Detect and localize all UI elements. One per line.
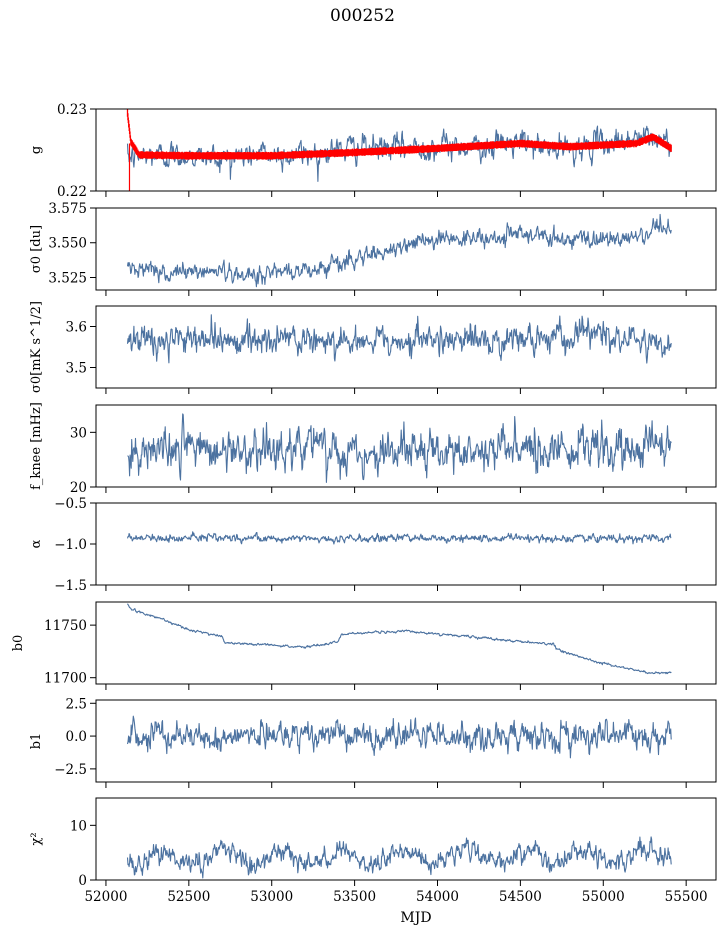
ytick-label: 3.550 <box>48 236 87 252</box>
axes-frame-b1 <box>95 699 717 783</box>
axes-frame-alpha <box>95 502 717 586</box>
plot-area-b1 <box>126 715 672 759</box>
plot-area-alpha <box>126 531 672 545</box>
series-g-fit <box>126 109 672 160</box>
ytick-label: 11700 <box>44 671 87 687</box>
plot-area-fknee <box>127 413 672 483</box>
axes-frame-b0 <box>95 601 717 685</box>
panel-alpha: −1.5 −1.0 −0.5 α <box>29 496 717 594</box>
ylabel-b0: b0 <box>11 635 26 652</box>
ylabel-alpha: α <box>29 539 44 548</box>
xtick-label: 55500 <box>665 889 708 905</box>
plot-area-g <box>126 109 672 191</box>
series-fknee <box>127 413 672 483</box>
panel-sigma0_mk: 3.5 3.6 σ0[mK s^1/2] <box>29 301 717 394</box>
xtick-label: 53500 <box>333 889 376 905</box>
panel-sigma0_du: 3.525 3.550 3.575 σ0 [du] <box>29 201 717 296</box>
xlabel: MJD <box>400 910 431 926</box>
ytick-label: 2.5 <box>66 696 87 712</box>
ytick-label: 3.575 <box>48 201 87 217</box>
ytick-label: 0.0 <box>66 729 87 745</box>
plot-area-b0 <box>127 603 672 675</box>
series-sigma0_du <box>126 213 672 288</box>
ytick-label: 3.6 <box>66 320 87 336</box>
series-chi2 <box>126 836 672 879</box>
plot-area-sigma0_mk <box>126 314 672 364</box>
axes-frame-chi2 <box>95 797 717 881</box>
ytick-label: −2.5 <box>54 762 87 778</box>
series-g <box>126 125 672 182</box>
ylabel-fknee: f_knee [mHz] <box>29 402 44 490</box>
series-b0 <box>127 603 672 675</box>
ytick-label: −1.0 <box>54 537 87 553</box>
panel-fknee: 20 30 f_knee [mHz] <box>29 402 717 496</box>
panel-chi2: 0 10 52000 52500 53000 53500 54000 54500 55000 55… <box>29 797 717 905</box>
panel-b0: 11700 11750 b0 <box>11 601 717 690</box>
plot-area-sigma0_du <box>126 213 672 288</box>
ytick-label: 0.22 <box>57 184 87 200</box>
series-b1 <box>126 715 672 759</box>
ytick-label: 30 <box>70 425 87 441</box>
ytick-label: 3.5 <box>66 361 87 377</box>
figure-title: 000252 <box>330 6 395 26</box>
ytick-label: 10 <box>70 818 87 834</box>
ytick-label: −1.5 <box>54 578 87 594</box>
panel-b1: −2.5 0.0 2.5 b1 <box>29 696 717 788</box>
ytick-label: 3.525 <box>48 270 87 286</box>
ylabel-sigma0_du: σ0 [du] <box>29 225 44 273</box>
xtick-label: 54500 <box>499 889 542 905</box>
xtick-label: 52000 <box>84 889 127 905</box>
ytick-label: −0.5 <box>54 496 87 512</box>
xtick-label: 55000 <box>582 889 625 905</box>
axes-frame-g <box>95 108 717 192</box>
xtick-label: 54000 <box>416 889 459 905</box>
ytick-label: 20 <box>70 480 87 496</box>
axes-frame-sigma0_mk <box>95 305 717 389</box>
xtick-label: 53000 <box>250 889 293 905</box>
ytick-label: 0 <box>78 873 87 889</box>
series-sigma0_mk <box>126 314 672 364</box>
ytick-label: 0.23 <box>57 102 87 118</box>
axes-frame-fknee <box>95 404 717 488</box>
panel-g: 0.22 0.23 g <box>29 102 717 200</box>
ylabel-g: g <box>29 146 44 154</box>
axes-frame-sigma0_du <box>95 207 717 291</box>
plot-area-chi2 <box>126 836 672 879</box>
xtick-label: 52500 <box>167 889 210 905</box>
ylabel-sigma0_mk: σ0[mK s^1/2] <box>29 301 44 393</box>
series-alpha <box>126 531 672 545</box>
ylabel-chi2: χ² <box>29 832 44 845</box>
ytick-label: 11750 <box>44 618 87 634</box>
ylabel-b1: b1 <box>29 733 44 750</box>
